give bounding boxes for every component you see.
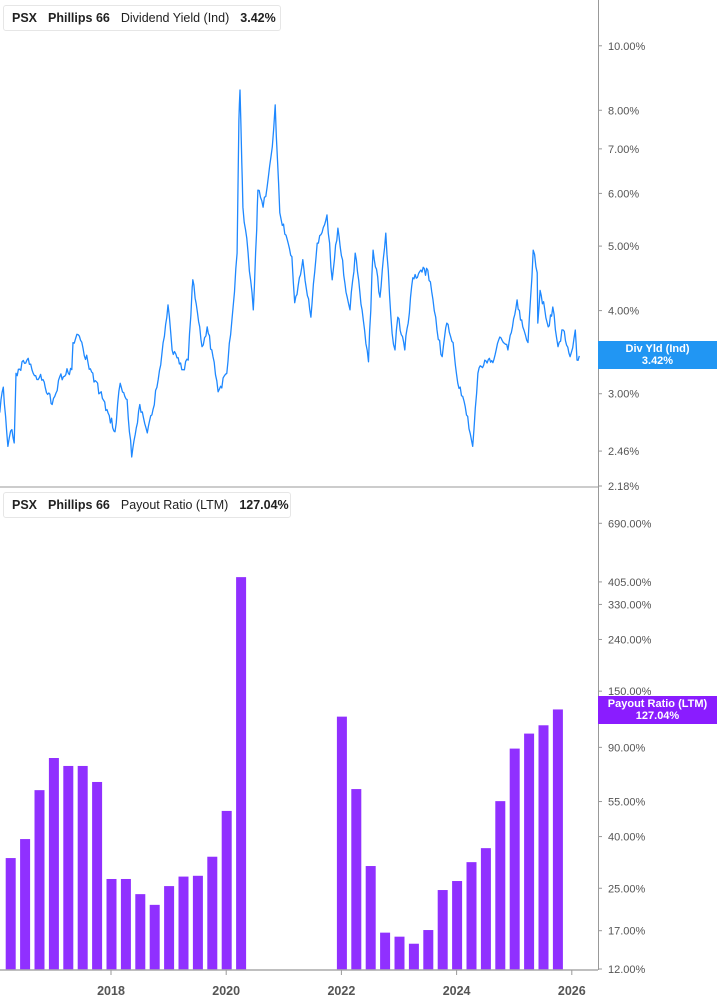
legend-value: 127.04% bbox=[239, 498, 289, 512]
legend-metric: Dividend Yield (Ind) bbox=[120, 11, 230, 25]
payout-bar bbox=[365, 866, 376, 970]
payout-bar bbox=[192, 875, 203, 970]
top-y-axis: 2.18% 2.46% 3.00% 4.00% 5.00% 6.00% 7.00% 8.00%… bbox=[598, 41, 646, 493]
y-tick-label: 330.00% bbox=[608, 599, 652, 611]
legend-ticker: PSX bbox=[12, 498, 38, 512]
yield-value-badge: Div Yld (Ind) 3.42% bbox=[598, 341, 717, 369]
payout-bar bbox=[466, 862, 477, 970]
payout-bar bbox=[236, 577, 247, 970]
y-tick-label: 240.00% bbox=[608, 634, 652, 646]
payout-bar bbox=[351, 789, 362, 970]
top-legend: PSX Phillips 66 Dividend Yield (Ind) 3.4… bbox=[3, 5, 281, 31]
payout-bar bbox=[120, 878, 131, 970]
y-tick-label: 6.00% bbox=[608, 188, 639, 200]
y-tick-label: 3.00% bbox=[608, 389, 639, 401]
payout-bar bbox=[394, 936, 405, 970]
payout-bar bbox=[538, 725, 549, 970]
payout-bar bbox=[423, 930, 434, 970]
bottom-y-axis: 12.00%17.00%25.00%40.00%55.00%90.00%125.… bbox=[598, 518, 652, 976]
bottom-legend: PSX Phillips 66 Payout Ratio (LTM) 127.0… bbox=[3, 492, 291, 518]
payout-bar bbox=[178, 876, 189, 970]
y-tick-label: 2.18% bbox=[608, 481, 639, 493]
x-tick-label: 2024 bbox=[443, 984, 471, 998]
y-tick-label: 40.00% bbox=[608, 832, 646, 844]
payout-bar bbox=[495, 801, 506, 970]
payout-value-badge: Payout Ratio (LTM) 127.04% bbox=[598, 696, 717, 724]
y-tick-label: 150.00% bbox=[608, 686, 652, 698]
x-tick-label: 2020 bbox=[212, 984, 240, 998]
y-tick-label: 17.00% bbox=[608, 926, 646, 938]
badge-value: 3.42% bbox=[641, 355, 674, 367]
badge-label: Div Yld (Ind) bbox=[625, 343, 690, 355]
y-tick-label: 7.00% bbox=[608, 144, 639, 156]
payout-bar bbox=[106, 878, 117, 970]
badge-value: 127.04% bbox=[635, 710, 680, 722]
x-axis: 2018 2020 2022 2024 2026 bbox=[0, 969, 598, 998]
payout-bar bbox=[164, 886, 175, 970]
dividend-yield-line bbox=[0, 89, 580, 458]
payout-bar bbox=[77, 765, 88, 970]
payout-bar bbox=[221, 810, 232, 970]
legend-company: Phillips 66 bbox=[48, 498, 110, 512]
payout-bars-group bbox=[5, 577, 563, 970]
payout-bar bbox=[20, 839, 31, 970]
x-tick-label: 2026 bbox=[558, 984, 586, 998]
payout-bar bbox=[63, 765, 74, 970]
payout-bar bbox=[5, 858, 16, 970]
badge-label: Payout Ratio (LTM) bbox=[607, 698, 708, 710]
y-tick-label: 2.46% bbox=[608, 446, 639, 458]
y-tick-label: 55.00% bbox=[608, 797, 646, 809]
payout-bar bbox=[48, 758, 59, 970]
payout-bar bbox=[524, 733, 535, 970]
y-tick-label: 90.00% bbox=[608, 742, 646, 754]
payout-bar bbox=[380, 932, 391, 970]
y-tick-label: 5.00% bbox=[608, 241, 639, 253]
payout-bar bbox=[207, 856, 218, 970]
y-tick-label: 4.00% bbox=[608, 306, 639, 318]
dividend-yield-line-group bbox=[0, 89, 580, 458]
y-tick-label: 8.00% bbox=[608, 105, 639, 117]
payout-bar bbox=[408, 943, 419, 970]
payout-bar bbox=[135, 894, 146, 970]
x-tick-label: 2022 bbox=[327, 984, 355, 998]
payout-bar bbox=[437, 890, 448, 970]
y-tick-label: 405.00% bbox=[608, 577, 652, 589]
payout-bar bbox=[552, 709, 563, 970]
y-tick-label: 12.00% bbox=[608, 964, 646, 976]
y-tick-label: 25.00% bbox=[608, 883, 646, 895]
y-tick-label: 10.00% bbox=[608, 41, 646, 53]
payout-bar bbox=[509, 748, 520, 970]
payout-bar bbox=[480, 848, 491, 970]
payout-bar bbox=[92, 781, 103, 970]
legend-company: Phillips 66 bbox=[48, 11, 110, 25]
x-tick-label: 2018 bbox=[97, 984, 125, 998]
payout-bar bbox=[149, 904, 160, 970]
legend-value: 3.42% bbox=[240, 11, 276, 25]
payout-bar bbox=[34, 790, 45, 970]
payout-bar bbox=[336, 716, 347, 970]
y-tick-label: 690.00% bbox=[608, 518, 652, 530]
legend-ticker: PSX bbox=[12, 11, 38, 25]
legend-metric: Payout Ratio (LTM) bbox=[120, 498, 229, 512]
payout-bar bbox=[452, 881, 463, 970]
